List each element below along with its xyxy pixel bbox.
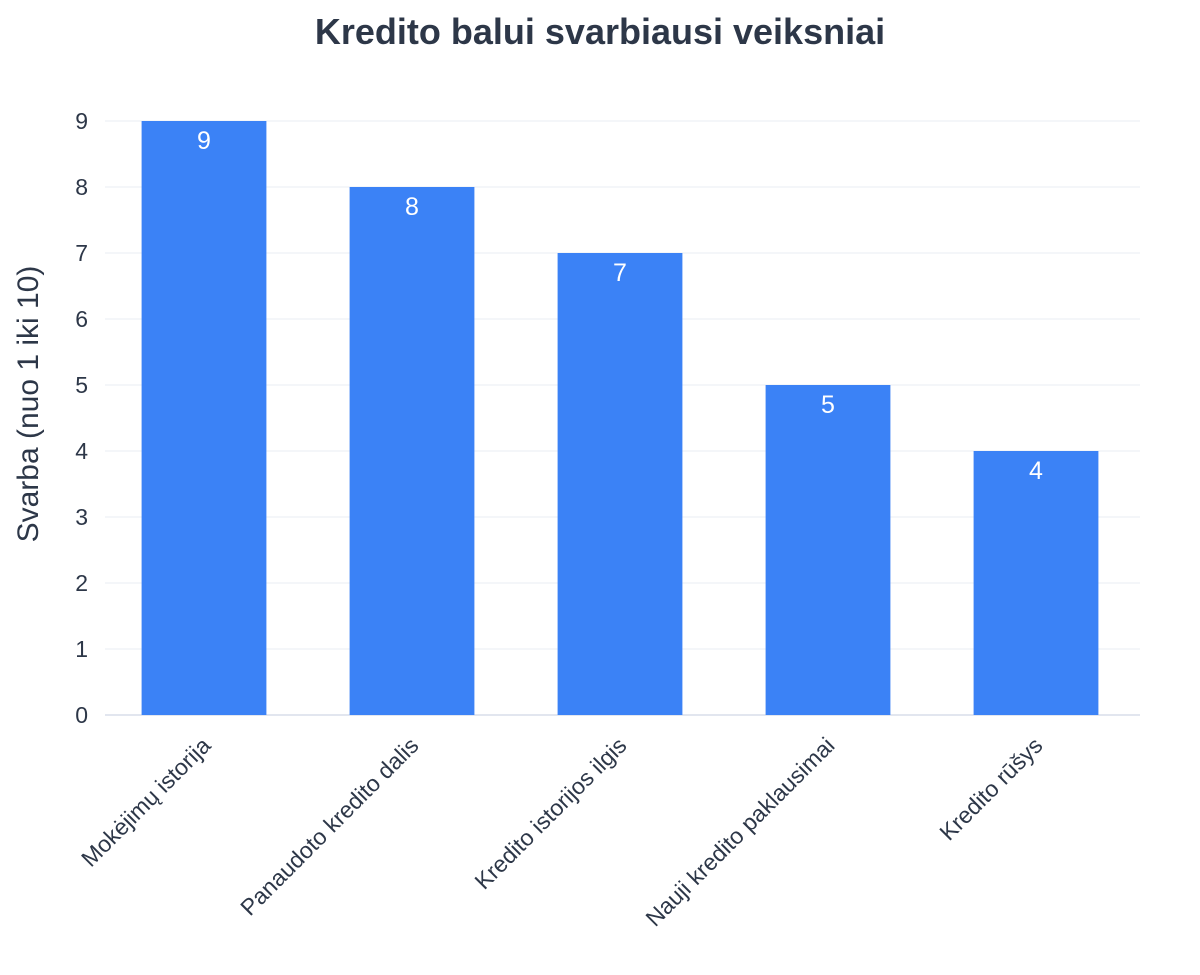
bars xyxy=(141,121,1099,715)
bar-value-label: 9 xyxy=(197,127,211,155)
y-tick-label: 8 xyxy=(75,174,88,200)
y-tick-label: 2 xyxy=(75,570,88,596)
bar-value-label: 8 xyxy=(405,193,419,221)
chart-title: Kredito balui svarbiausi veiksniai xyxy=(315,11,885,52)
y-tick-label: 7 xyxy=(75,240,88,266)
y-axis-label: Svarba (nuo 1 iki 10) xyxy=(12,266,45,543)
y-axis-ticks: 0 1 2 3 4 5 6 7 8 9 xyxy=(75,108,88,728)
y-tick-label: 3 xyxy=(75,504,88,530)
x-tick-label: Kredito istorijos ilgis xyxy=(469,732,631,894)
x-tick-label: Panaudoto kredito dalis xyxy=(235,732,423,920)
bar-value-label: 7 xyxy=(613,259,627,287)
y-tick-label: 5 xyxy=(75,372,88,398)
bar-value-label: 4 xyxy=(1029,457,1043,485)
bar xyxy=(141,121,267,715)
y-tick-label: 6 xyxy=(75,306,88,332)
y-tick-label: 0 xyxy=(75,702,88,728)
bar xyxy=(557,253,683,715)
bar xyxy=(349,187,475,715)
y-tick-label: 1 xyxy=(75,636,88,662)
data-labels: 9 8 7 5 4 xyxy=(197,127,1043,485)
y-tick-label: 9 xyxy=(75,108,88,134)
x-tick-label: Mokėjimų istorija xyxy=(76,732,216,872)
x-tick-label: Nauji kredito paklausimai xyxy=(640,732,839,931)
y-tick-label: 4 xyxy=(75,438,88,464)
bar xyxy=(973,451,1099,715)
x-axis-ticks: Mokėjimų istorija Panaudoto kredito dalis… xyxy=(76,732,1047,931)
bar-value-label: 5 xyxy=(821,391,835,419)
bar xyxy=(765,385,891,715)
x-tick-label: Kredito rūšys xyxy=(934,732,1047,845)
